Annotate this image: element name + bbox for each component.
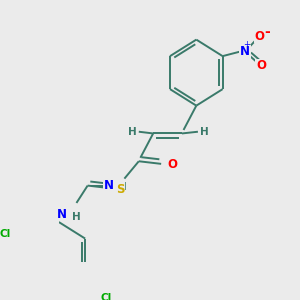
Text: H: H (72, 212, 81, 222)
Text: O: O (256, 59, 266, 72)
Text: Cl: Cl (100, 293, 112, 300)
Text: N: N (103, 179, 113, 192)
Text: S: S (116, 183, 125, 196)
Text: Cl: Cl (0, 229, 11, 239)
Text: N: N (57, 208, 67, 221)
Text: O: O (254, 30, 264, 43)
Text: +: + (243, 40, 250, 49)
Text: H: H (200, 127, 209, 137)
Text: H: H (118, 182, 126, 192)
Text: N: N (240, 45, 250, 58)
Text: H: H (128, 127, 137, 137)
Text: -: - (265, 25, 270, 39)
Text: O: O (167, 158, 177, 171)
